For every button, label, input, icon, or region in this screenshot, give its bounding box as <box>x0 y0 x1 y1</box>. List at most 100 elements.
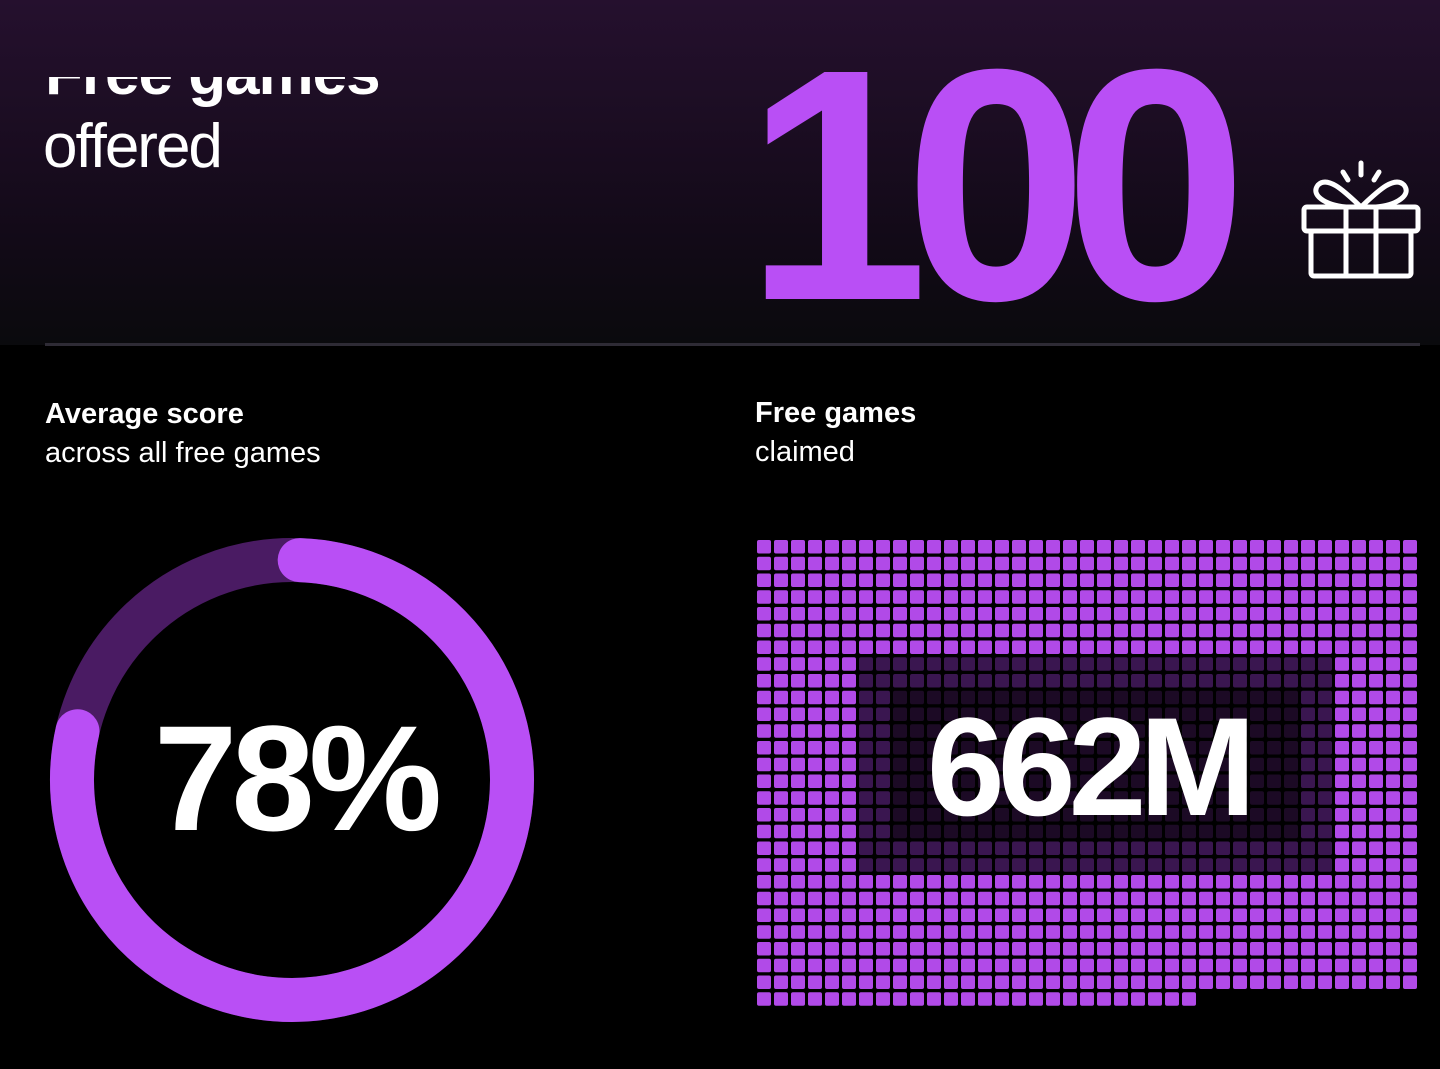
tile <box>944 540 958 554</box>
tile <box>1284 657 1298 671</box>
tile <box>842 958 856 973</box>
tile <box>757 741 771 755</box>
tile <box>1386 858 1400 872</box>
tile <box>757 958 771 973</box>
tile <box>1369 824 1383 839</box>
tile <box>1250 824 1264 839</box>
tile <box>1403 975 1417 989</box>
tile <box>1165 858 1179 872</box>
tile <box>842 925 856 939</box>
tile <box>1131 640 1145 654</box>
tile <box>1114 640 1128 654</box>
gift-icon <box>1301 160 1421 279</box>
tile <box>944 623 958 638</box>
tile <box>1114 724 1128 738</box>
tile <box>825 741 839 755</box>
tile <box>1403 757 1417 772</box>
tile <box>978 975 992 989</box>
tile <box>978 707 992 721</box>
tile <box>1216 556 1230 571</box>
tile <box>1063 640 1077 654</box>
tile <box>1063 791 1077 805</box>
tile <box>910 875 924 889</box>
tile <box>1233 607 1247 621</box>
tile <box>1012 808 1026 822</box>
offered-value: 100 <box>745 0 1248 369</box>
tile <box>1369 942 1383 956</box>
tile <box>1369 590 1383 604</box>
tile <box>944 841 958 855</box>
tile <box>1352 891 1366 906</box>
tile <box>978 573 992 587</box>
tile <box>1318 741 1332 755</box>
tile <box>1301 958 1315 973</box>
tile <box>1029 774 1043 788</box>
tile <box>1335 674 1349 688</box>
tile <box>961 774 975 788</box>
tile <box>1012 741 1026 755</box>
tile <box>944 908 958 922</box>
tile <box>1318 607 1332 621</box>
tile <box>1080 958 1094 973</box>
tile <box>791 590 805 604</box>
tile <box>978 724 992 738</box>
tile <box>1199 707 1213 721</box>
tile <box>1080 657 1094 671</box>
tile <box>1250 774 1264 788</box>
tile <box>1097 891 1111 906</box>
tile <box>1063 774 1077 788</box>
tile <box>995 975 1009 989</box>
tile <box>1216 540 1230 554</box>
tile <box>1080 573 1094 587</box>
tile <box>995 707 1009 721</box>
tile <box>1267 657 1281 671</box>
tile <box>1148 824 1162 839</box>
tile <box>859 724 873 738</box>
tile <box>944 640 958 654</box>
tile <box>791 757 805 772</box>
tile <box>1114 992 1128 1006</box>
tile <box>876 757 890 772</box>
tile <box>1335 623 1349 638</box>
tile <box>1352 824 1366 839</box>
tile <box>791 657 805 671</box>
tile <box>1080 590 1094 604</box>
tile <box>927 674 941 688</box>
tile <box>893 808 907 822</box>
tile <box>1216 674 1230 688</box>
tile <box>1352 707 1366 721</box>
tile <box>910 958 924 973</box>
tile <box>808 992 822 1006</box>
tile <box>1148 791 1162 805</box>
tile <box>944 958 958 973</box>
tile <box>978 757 992 772</box>
tile <box>1386 590 1400 604</box>
tile <box>1046 623 1060 638</box>
tile <box>1097 824 1111 839</box>
tile <box>876 707 890 721</box>
tile <box>859 707 873 721</box>
tile <box>1352 657 1366 671</box>
tile <box>791 540 805 554</box>
tile <box>825 942 839 956</box>
tile <box>995 640 1009 654</box>
tile <box>1165 841 1179 855</box>
tile <box>842 707 856 721</box>
tile <box>1182 690 1196 705</box>
tile <box>1029 891 1043 906</box>
tile <box>995 724 1009 738</box>
tile <box>825 824 839 839</box>
tile <box>1352 690 1366 705</box>
tile <box>961 707 975 721</box>
tile <box>1199 791 1213 805</box>
tile <box>825 607 839 621</box>
tile <box>978 891 992 906</box>
tile <box>1165 556 1179 571</box>
tile <box>1063 757 1077 772</box>
tile <box>1165 707 1179 721</box>
tile <box>1267 757 1281 772</box>
tile <box>1097 657 1111 671</box>
tile <box>1029 958 1043 973</box>
tile <box>757 690 771 705</box>
tile <box>842 875 856 889</box>
